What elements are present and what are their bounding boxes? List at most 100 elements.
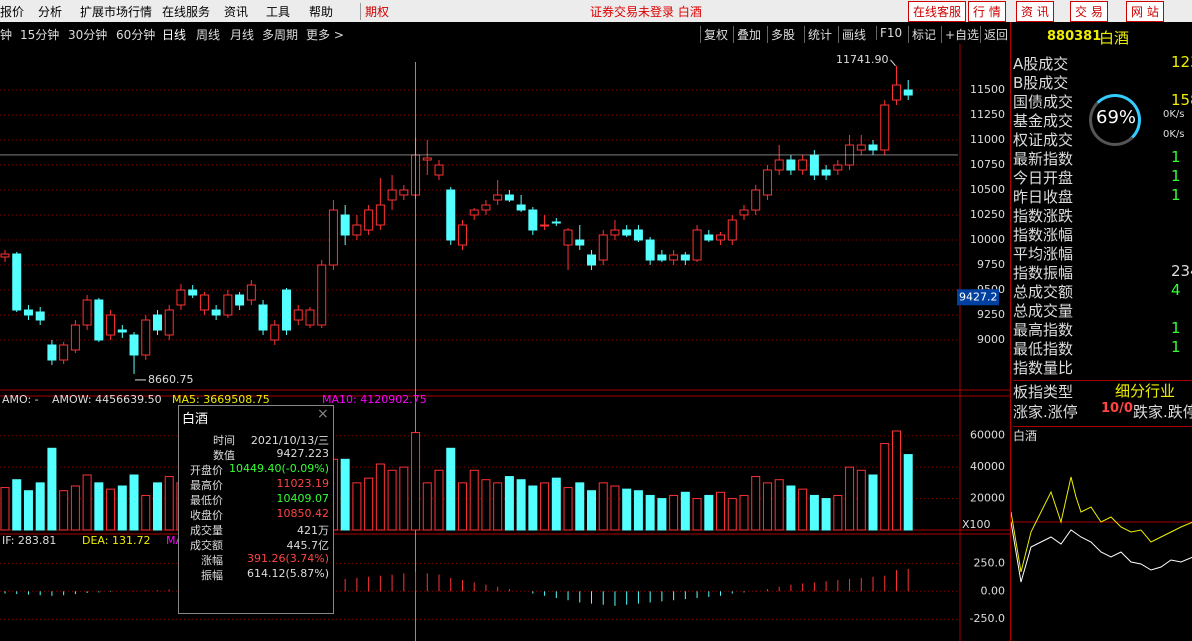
period-tab[interactable]: 日线 (162, 28, 187, 42)
candle-body (258, 304, 268, 331)
tooltip-value: 421万 (297, 524, 329, 537)
candle-body (762, 169, 772, 196)
quote-label: 最低指数 (1013, 340, 1074, 358)
candle-body (622, 229, 632, 236)
menu-item[interactable]: 分析 (38, 5, 63, 19)
y-tick-label: 10500 (970, 183, 1005, 196)
tool-button[interactable]: 统计 (804, 26, 832, 43)
candle-body (809, 154, 819, 176)
menu-button[interactable]: 资 讯 (1016, 1, 1054, 22)
menu-button[interactable]: 行 情 (968, 1, 1006, 22)
tool-button[interactable]: F10 (876, 26, 902, 40)
y-tick-label: 0.00 (981, 584, 1006, 597)
tooltip-value: 445.7亿 (286, 539, 330, 552)
menu-item[interactable]: 扩展市场行情 (80, 5, 153, 19)
tool-button[interactable]: 多股 (767, 26, 795, 43)
volume-bar (786, 485, 796, 531)
candle-body (751, 189, 761, 211)
candle-body (399, 189, 409, 196)
volume-unit: X100 (962, 518, 991, 531)
candle-body (106, 314, 116, 336)
volume-bar (563, 487, 573, 531)
volume-bar (774, 479, 784, 531)
period-tab[interactable]: 钟 (0, 28, 13, 42)
stock-code: 880381 (1047, 29, 1102, 44)
candle-body (35, 311, 45, 321)
menu-button[interactable]: 交 易 (1070, 1, 1108, 22)
volume-bar (692, 498, 702, 531)
last-price-box (957, 289, 999, 306)
period-tab[interactable]: 30分钟 (68, 28, 108, 42)
volume-bar (106, 488, 116, 531)
candle-body (141, 319, 151, 356)
quote-value: 158 (1171, 91, 1192, 109)
candle-body (739, 209, 749, 216)
candle-body (645, 239, 655, 261)
tooltip-value: 2021/10/13/三 (250, 434, 329, 447)
volume-bar (610, 485, 620, 531)
tool-button[interactable]: 返回 (980, 26, 1008, 43)
candle-body (23, 309, 33, 316)
menu-item[interactable]: 在线服务 (162, 5, 211, 19)
volume-bar (739, 494, 749, 531)
candle-body (880, 104, 890, 151)
tool-button[interactable]: 画线 (838, 26, 866, 43)
tooltip: 白酒 × 时间 2021/10/13/三 数值 9427.223 开盘价 10449.40(-… (178, 405, 334, 614)
tooltip-label: 收盘价 (190, 509, 223, 522)
menu-button[interactable]: 在线客服 (908, 1, 967, 22)
candle-body (211, 309, 221, 316)
speed: 0K/s (1163, 129, 1185, 140)
menu-item[interactable]: 报价 (0, 5, 25, 19)
candle-body (551, 221, 561, 224)
period-tab[interactable]: 60分钟 (116, 28, 156, 42)
sector-label: 板指类型 (1013, 380, 1192, 402)
period-tab[interactable]: 多周期 (262, 28, 299, 42)
volume-bar (70, 485, 80, 531)
tooltip-value: 391.26(3.74%) (246, 552, 329, 565)
quote-label: 基金成交 (1013, 112, 1074, 130)
volume-bar (59, 490, 69, 531)
quote-value: 1 (1171, 319, 1181, 337)
menu-item[interactable]: 帮助 (309, 5, 334, 19)
volume-bar (446, 447, 456, 531)
macd-header: DEA: 131.72 (82, 534, 150, 547)
volume-bar (856, 469, 866, 531)
volume-bar (457, 482, 467, 531)
tooltip-value: 11023.19 (276, 477, 330, 490)
volume-bar (657, 498, 667, 531)
y-tick-label: 10000 (970, 233, 1005, 246)
close-icon[interactable]: × (317, 406, 329, 422)
y-tick-label: 20000 (970, 492, 1005, 505)
menu-item[interactable]: 工具 (266, 5, 291, 19)
y-tick-label: 10750 (970, 158, 1005, 171)
candle-body (704, 234, 714, 241)
candle-body (12, 253, 22, 311)
tool-button[interactable]: 标记 (908, 26, 936, 43)
fall-label: 跌家.跌停 (1133, 403, 1192, 421)
toolbar: 钟 15分钟 30分钟 60分钟 日线 周线 月线 多周期 更多 > 复权 叠加 多股 统计 画线 F10 标… (0, 22, 1010, 44)
quote-value: 4 (1171, 281, 1181, 299)
period-tab[interactable]: 15分钟 (20, 28, 60, 42)
volume-bar (152, 482, 162, 531)
menu-item[interactable]: 资讯 (224, 5, 249, 19)
tooltip-label: 振幅 (201, 569, 223, 582)
tool-button[interactable]: 叠加 (733, 26, 761, 43)
volume-bar (845, 466, 855, 531)
period-tab[interactable]: 更多 > (306, 28, 344, 42)
candle-body (774, 159, 784, 171)
volume-bar (0, 487, 10, 531)
candle-body (891, 84, 901, 101)
period-tab[interactable]: 周线 (196, 28, 221, 42)
menu-item[interactable]: 期权 (360, 3, 389, 20)
candle-body (117, 329, 127, 333)
tooltip-label: 开盘价 (190, 464, 223, 477)
tool-button[interactable]: 复权 (700, 26, 728, 43)
tool-button[interactable]: +自选 (941, 26, 979, 43)
volume-bar (587, 490, 596, 531)
period-tab[interactable]: 月线 (230, 28, 255, 42)
last-price: 9427.2 (959, 290, 998, 303)
candle-body (587, 254, 596, 266)
tooltip-value: 10449.40(-0.09%) (229, 462, 329, 475)
volume-header: MA10: 4120902.75 (322, 393, 427, 406)
menu-button[interactable]: 网 站 (1126, 1, 1164, 22)
